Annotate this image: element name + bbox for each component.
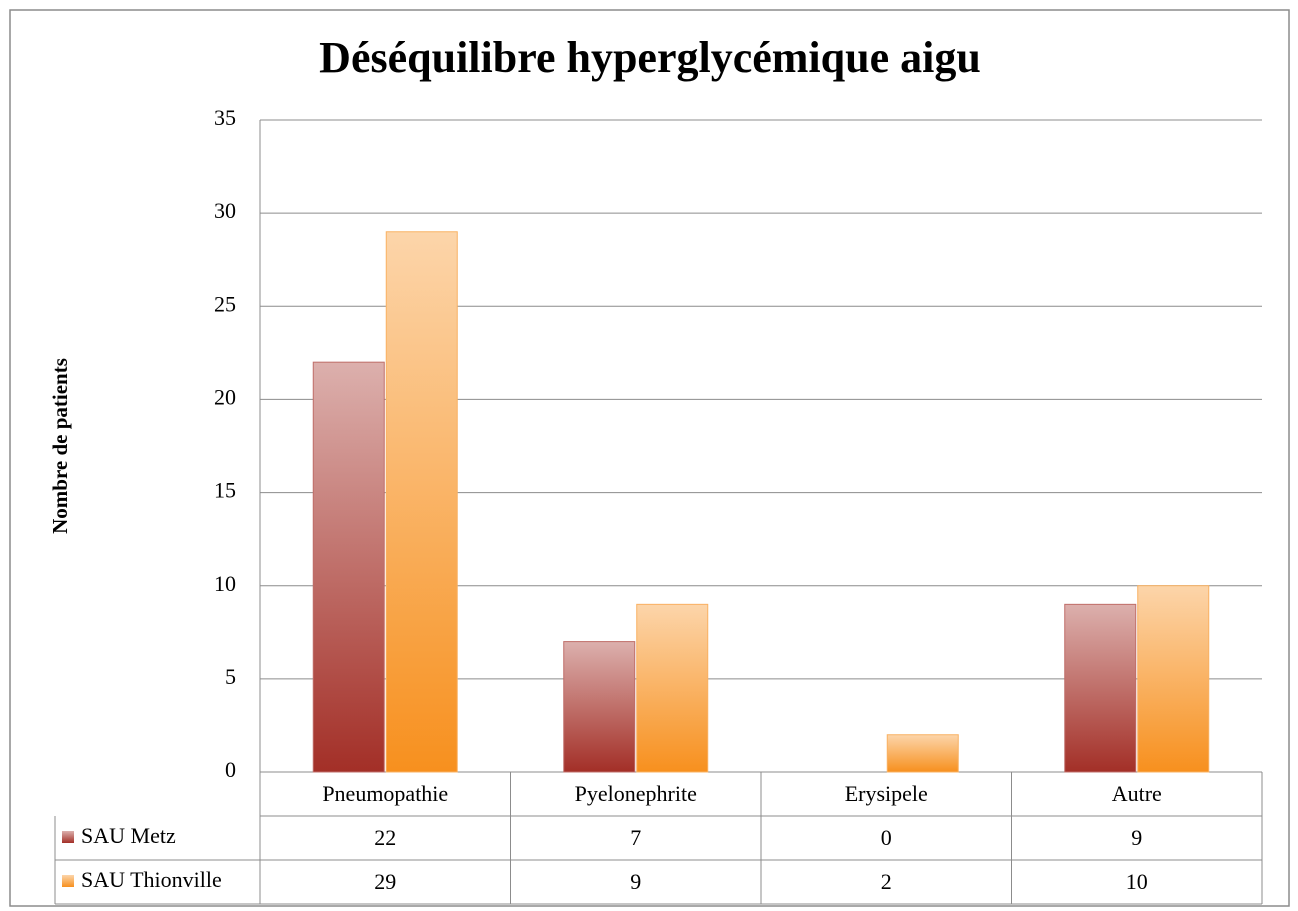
category-label: Autre: [1112, 781, 1162, 806]
y-tick-label: 5: [225, 664, 236, 689]
table-value: 2: [881, 869, 892, 894]
y-tick-label: 10: [214, 571, 236, 596]
category-label: Pneumopathie: [322, 781, 448, 806]
legend-swatch: [62, 831, 74, 843]
y-tick-label: 0: [225, 757, 236, 782]
y-tick-label: 35: [214, 105, 236, 130]
bar: [636, 603, 709, 773]
table-value: 29: [374, 869, 396, 894]
table-value: 9: [1131, 825, 1142, 850]
bar: [1137, 585, 1210, 773]
table-value: 0: [881, 825, 892, 850]
y-tick-label: 25: [214, 291, 236, 316]
table-value: 22: [374, 825, 396, 850]
y-axis-label: Nombre de patients: [48, 358, 72, 534]
chart-title: Déséquilibre hyperglycémique aigu: [319, 33, 981, 82]
bar: [312, 361, 385, 773]
bar: [886, 734, 959, 773]
bar: [1064, 603, 1137, 773]
legend-label: SAU Metz: [81, 823, 176, 848]
y-tick-label: 30: [214, 198, 236, 223]
y-tick-label: 15: [214, 478, 236, 503]
category-label: Pyelonephrite: [575, 781, 697, 806]
bar: [563, 641, 636, 773]
y-tick-label: 20: [214, 384, 236, 409]
bar: [385, 231, 458, 773]
category-label: Erysipele: [845, 781, 928, 806]
table-value: 9: [630, 869, 641, 894]
legend-swatch: [62, 875, 74, 887]
legend-label: SAU Thionville: [81, 867, 222, 892]
table-value: 10: [1126, 869, 1148, 894]
table-value: 7: [630, 825, 641, 850]
